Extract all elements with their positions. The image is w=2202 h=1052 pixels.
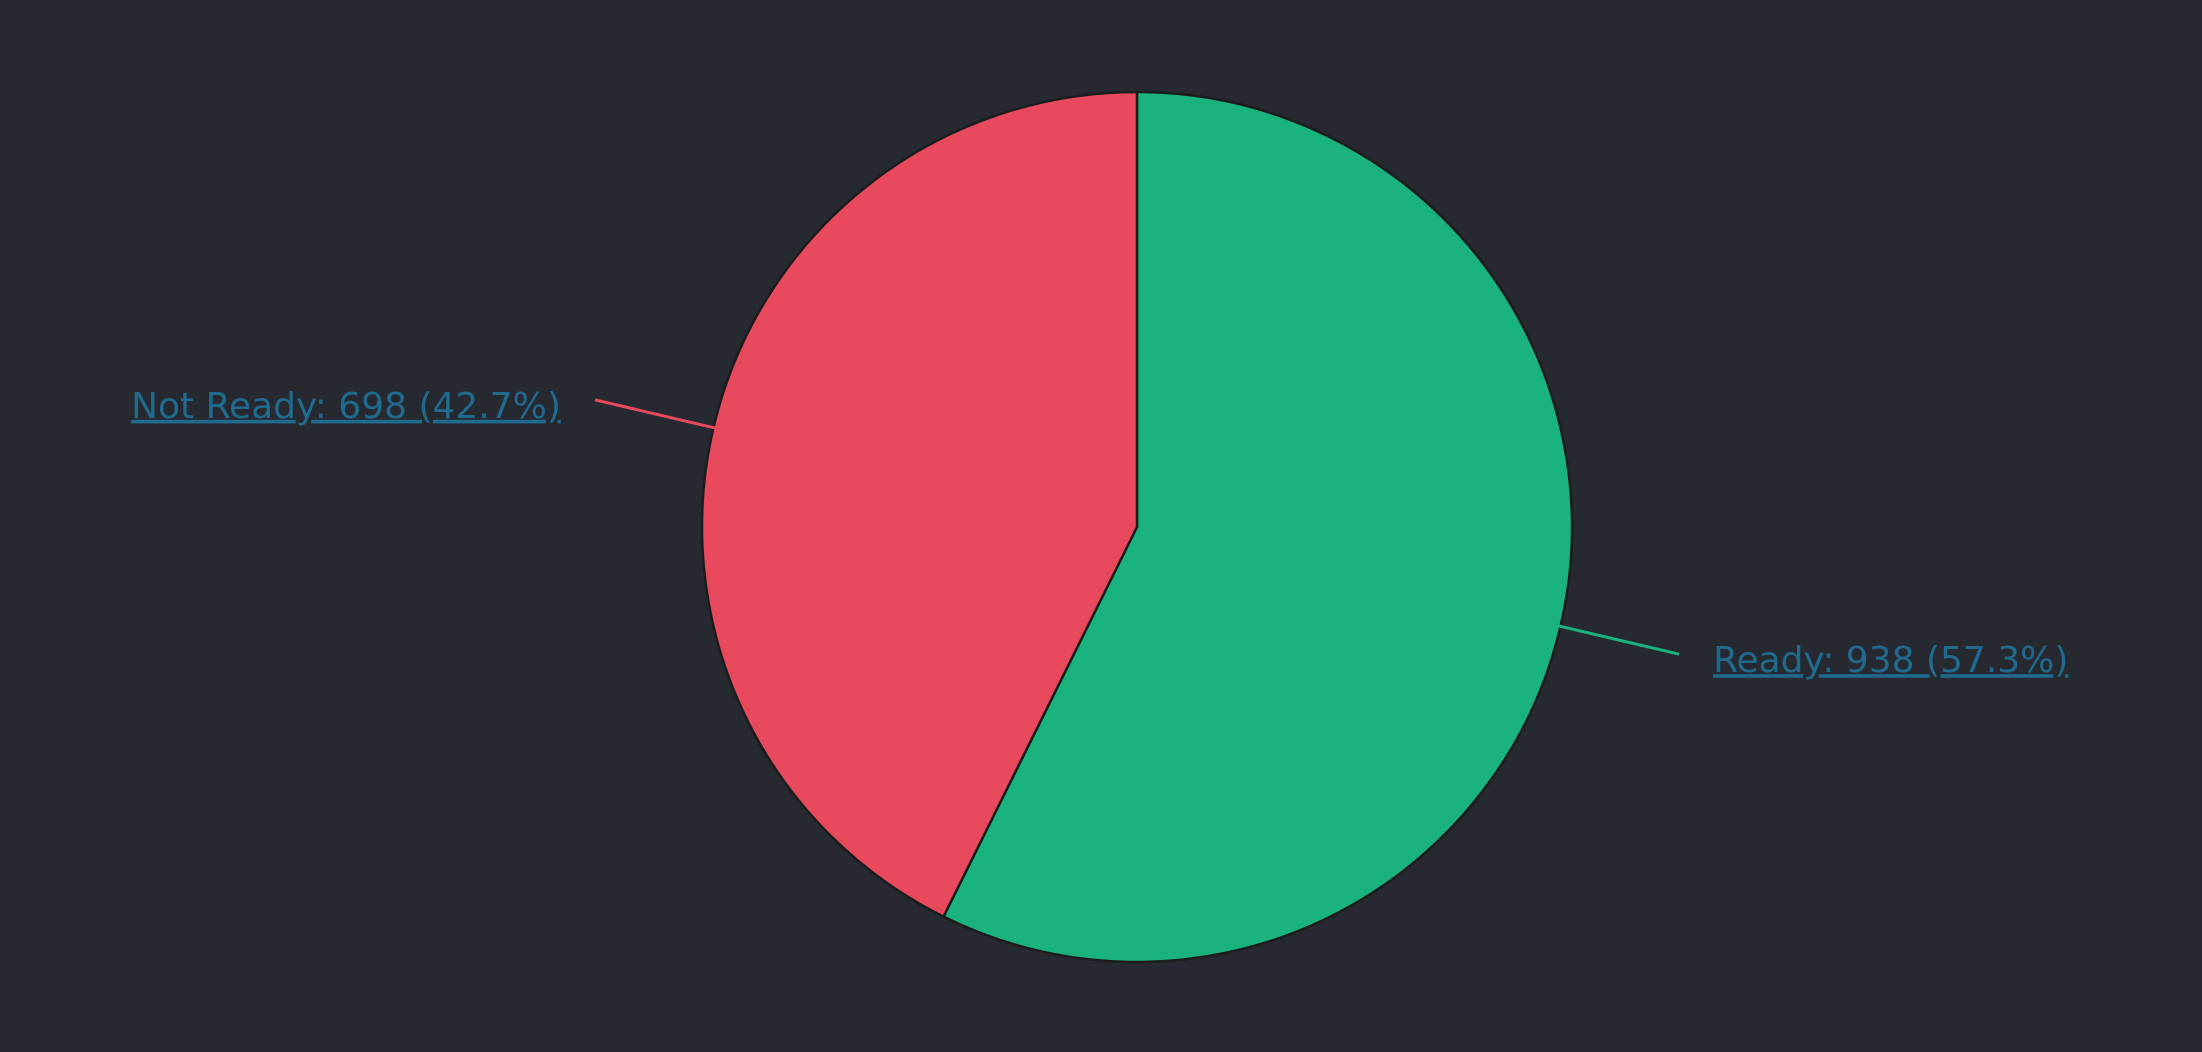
- leader-line: [594, 398, 718, 431]
- leader-line: [1556, 623, 1680, 656]
- slice-label[interactable]: Not Ready: 698 (42.7%): [131, 386, 561, 427]
- slice-label[interactable]: Ready: 938 (57.3%): [1713, 640, 2068, 681]
